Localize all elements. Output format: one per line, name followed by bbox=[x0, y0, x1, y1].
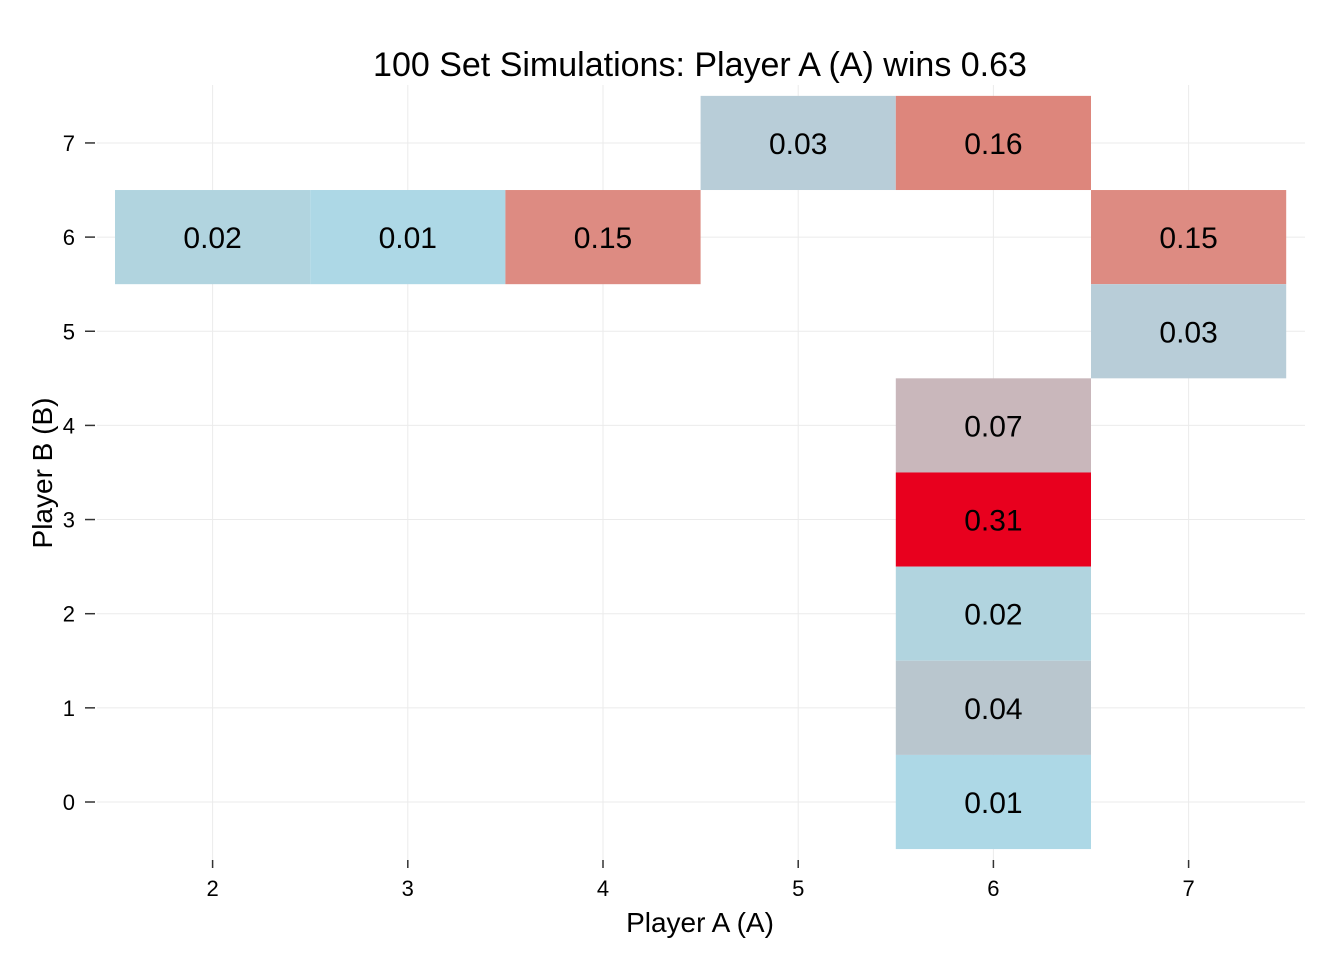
heatmap-cell bbox=[895, 472, 1091, 567]
cell-value-label: 0.16 bbox=[964, 128, 1022, 161]
x-tick-label: 5 bbox=[792, 876, 804, 901]
heatmap-cell bbox=[895, 566, 1091, 661]
cells-layer bbox=[115, 95, 1287, 850]
cell-value-label: 0.04 bbox=[964, 693, 1022, 726]
cell-value-label: 0.02 bbox=[964, 599, 1022, 632]
y-tick-label: 7 bbox=[63, 131, 75, 156]
cell-value-label: 0.02 bbox=[183, 222, 241, 255]
heatmap-cell bbox=[1091, 190, 1287, 285]
cell-value-label: 0.15 bbox=[1159, 222, 1217, 255]
cell-labels-layer: 0.02 0.01 0.15 0.03 0.16 0.15 0.03 0.07 0.31 0.02… bbox=[183, 128, 1217, 820]
x-axis-title: Player A (A) bbox=[626, 907, 774, 938]
y-tick-label: 2 bbox=[63, 602, 75, 627]
x-tick-label: 2 bbox=[206, 876, 218, 901]
x-tick-label: 7 bbox=[1182, 876, 1194, 901]
y-tick-label: 6 bbox=[63, 225, 75, 250]
cell-value-label: 0.07 bbox=[964, 410, 1022, 443]
heatmap-cell bbox=[1091, 284, 1287, 379]
heatmap-cell bbox=[895, 95, 1091, 191]
cell-value-label: 0.01 bbox=[964, 787, 1022, 820]
chart-title: 100 Set Simulations: Player A (A) wins 0… bbox=[373, 46, 1027, 84]
y-tick-label: 4 bbox=[63, 413, 75, 438]
x-axis: 2 3 4 5 6 7 bbox=[206, 860, 1195, 901]
y-tick-label: 3 bbox=[63, 508, 75, 533]
cell-value-label: 0.03 bbox=[769, 128, 827, 161]
heatmap-cell bbox=[895, 754, 1091, 850]
heatmap-cell bbox=[505, 190, 701, 285]
cell-value-label: 0.01 bbox=[379, 222, 437, 255]
cell-value-label: 0.03 bbox=[1159, 316, 1217, 349]
heatmap-cell bbox=[115, 190, 311, 285]
y-tick-label: 0 bbox=[63, 790, 75, 815]
y-tick-label: 1 bbox=[63, 696, 75, 721]
heatmap-cell bbox=[310, 190, 506, 285]
x-tick-label: 3 bbox=[402, 876, 414, 901]
heatmap-cell bbox=[895, 660, 1091, 755]
heatmap-cell bbox=[895, 378, 1091, 473]
cell-value-label: 0.31 bbox=[964, 505, 1022, 538]
heatmap-cell bbox=[700, 95, 896, 191]
y-axis-title: Player B (B) bbox=[27, 398, 58, 549]
y-axis: 0 1 2 3 4 5 6 7 bbox=[63, 131, 95, 815]
cell-value-label: 0.15 bbox=[574, 222, 632, 255]
y-tick-label: 5 bbox=[63, 319, 75, 344]
x-tick-label: 4 bbox=[597, 876, 609, 901]
x-tick-label: 6 bbox=[987, 876, 999, 901]
